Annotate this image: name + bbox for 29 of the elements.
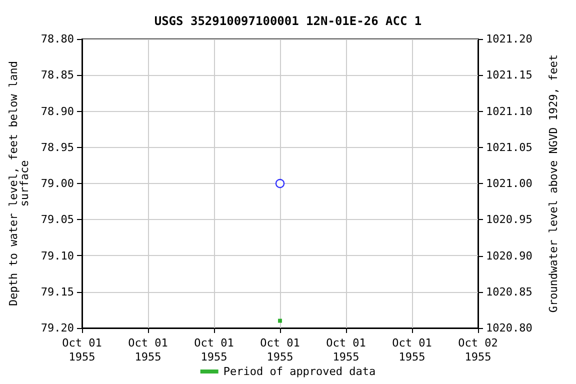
chart-title: USGS 352910097100001 12N-01E-26 ACC 1 xyxy=(154,14,422,28)
x-tick-label: Oct 01 1955 xyxy=(326,336,366,364)
y-tick-label: 79.10 xyxy=(40,249,74,262)
y-tick-label: 78.95 xyxy=(40,140,74,154)
y2-tick-label: 1021.05 xyxy=(486,140,532,154)
y-axis-title: Depth to water level, feet below land surface xyxy=(7,60,31,306)
y2-tick-label: 1020.80 xyxy=(486,322,532,334)
y2-tick-label: 1021.10 xyxy=(486,104,532,118)
y2-tick-label: 1020.95 xyxy=(486,213,532,226)
x-tick-label: Oct 02 1955 xyxy=(458,336,498,364)
x-tick-label: Oct 01 1955 xyxy=(194,336,234,364)
y2-tick-label: 1021.20 xyxy=(486,32,532,46)
y-tick-label: 79.20 xyxy=(40,322,74,334)
y2-tick-label: 1021.00 xyxy=(486,177,532,190)
y-tick-label: 78.90 xyxy=(40,104,74,118)
y-tick-label: 79.05 xyxy=(40,213,74,226)
y-tick-label: 78.80 xyxy=(40,32,74,46)
x-tick-label: Oct 01 1955 xyxy=(128,336,168,364)
y2-tick-label: 1020.90 xyxy=(486,249,532,262)
x-tick-label: Oct 01 1955 xyxy=(392,336,432,364)
y-tick-label: 79.00 xyxy=(40,177,74,190)
y2-tick-label: 1020.85 xyxy=(486,285,532,298)
y2-axis-title: Groundwater level above NGVD 1929, feet xyxy=(547,54,560,313)
y-tick-label: 79.15 xyxy=(40,285,74,298)
y-tick-label: 78.85 xyxy=(40,68,74,82)
x-tick-label: Oct 01 1955 xyxy=(62,336,102,364)
legend-label: Period of approved data xyxy=(223,365,376,378)
y2-tick-label: 1021.15 xyxy=(486,68,532,82)
x-tick-label: Oct 01 1955 xyxy=(260,336,300,364)
